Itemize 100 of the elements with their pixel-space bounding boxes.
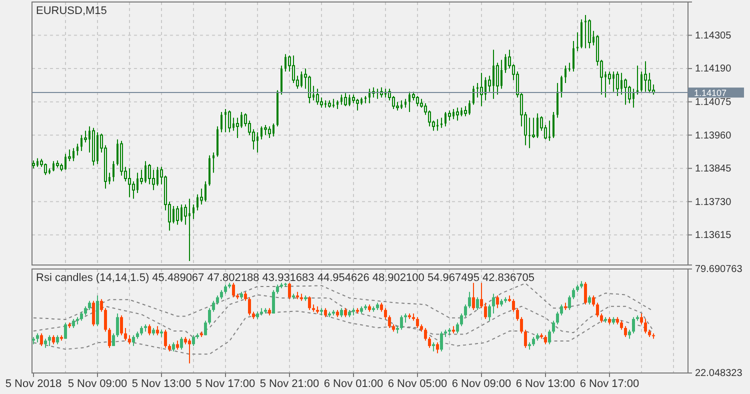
x-tick-label: 5 Nov 2018 [5,378,62,390]
candlestick [476,296,479,310]
candlestick [532,336,535,347]
candlestick [184,204,187,226]
candlestick [36,332,39,343]
candlestick [472,85,474,106]
candlestick [644,60,647,92]
candlestick [116,313,119,338]
candlestick [552,111,554,138]
candlestick [388,314,391,328]
candlestick [416,96,419,107]
candlestick [432,342,435,352]
candlestick [244,291,247,302]
candlestick [448,110,451,122]
candlestick [616,70,619,97]
candlestick [220,111,222,133]
candlestick [588,18,591,49]
candlestick [324,308,327,318]
y-tick-label: 1.14075 [695,97,732,108]
candlestick [52,334,55,345]
candlestick [308,75,311,104]
candlestick [120,314,123,336]
candlestick [148,324,151,336]
candlestick [308,296,311,310]
candlestick [572,40,574,72]
candlestick [148,164,151,185]
candlestick [192,334,195,347]
x-tick-label: 6 Nov 05:00 [388,378,448,390]
candlestick [96,295,99,327]
candlestick [84,130,87,143]
candlestick [92,300,95,327]
candlestick [620,320,623,330]
candlestick [356,98,359,111]
candlestick [520,316,523,334]
y-tick-label: 1.14305 [695,30,732,42]
candlestick [496,62,499,96]
candlestick [472,282,475,310]
candlestick [440,117,442,128]
ref-line-label: 1.14107 [694,88,727,98]
candlestick [400,314,403,330]
candlestick [44,162,47,176]
candlestick [592,295,595,307]
candlestick [436,342,439,354]
candlestick [216,295,219,306]
candlestick [560,75,562,98]
candlestick [344,92,347,107]
candlestick [56,334,59,345]
chart-title: Rsi candles (14,14,1.5) 45.489067 47.802188 43.931683 44.954626 48.902100 54.967495 42.836705 [36,272,534,284]
candlestick [456,322,459,334]
candlestick [236,117,239,138]
candlestick [176,205,179,226]
candlestick [488,304,491,322]
y-tick-label: 22.048323 [695,368,743,380]
candlestick [556,311,559,325]
candlestick [524,329,527,348]
candlestick [112,332,115,347]
candlestick [440,331,443,352]
candlestick [564,65,566,84]
x-tick-label: 5 Nov 13:00 [132,378,192,390]
candlestick [88,300,91,310]
candlestick [380,302,383,312]
candlestick [172,342,175,352]
candlestick [180,336,183,350]
candlestick [484,302,487,320]
y-tick-label: 1.13845 [695,164,732,175]
candlestick [624,326,627,338]
candlestick [112,160,114,182]
candlestick [40,332,43,347]
candlestick [140,326,143,336]
candlestick [248,296,251,316]
candlestick [644,318,647,334]
candlestick [100,298,103,312]
candlestick [132,180,135,200]
candlestick [424,327,427,342]
candlestick [220,290,223,300]
candlestick [496,295,499,309]
y-tick-label: 1.13615 [695,230,732,242]
candlestick [108,327,111,348]
candlestick [428,336,431,348]
candlestick [48,334,51,347]
x-tick-label: 6 Nov 13:00 [516,378,576,390]
candlestick [272,290,275,314]
candlestick [44,338,47,348]
candlestick [128,168,131,198]
candlestick [200,188,203,206]
candlestick [84,306,87,316]
candlestick [460,313,463,327]
candlestick [568,295,571,310]
candlestick [276,284,279,294]
candlestick [516,308,519,322]
candlestick [648,72,651,94]
candlestick [628,329,631,340]
x-tick-label: 6 Nov 17:00 [580,378,640,390]
x-tick-label: 5 Nov 21:00 [260,378,320,390]
candlestick [576,32,578,52]
candlestick [176,340,179,350]
y-tick-label: 79.690763 [695,264,743,276]
candlestick [280,65,282,96]
candlestick [316,88,319,106]
candlestick [544,334,547,345]
